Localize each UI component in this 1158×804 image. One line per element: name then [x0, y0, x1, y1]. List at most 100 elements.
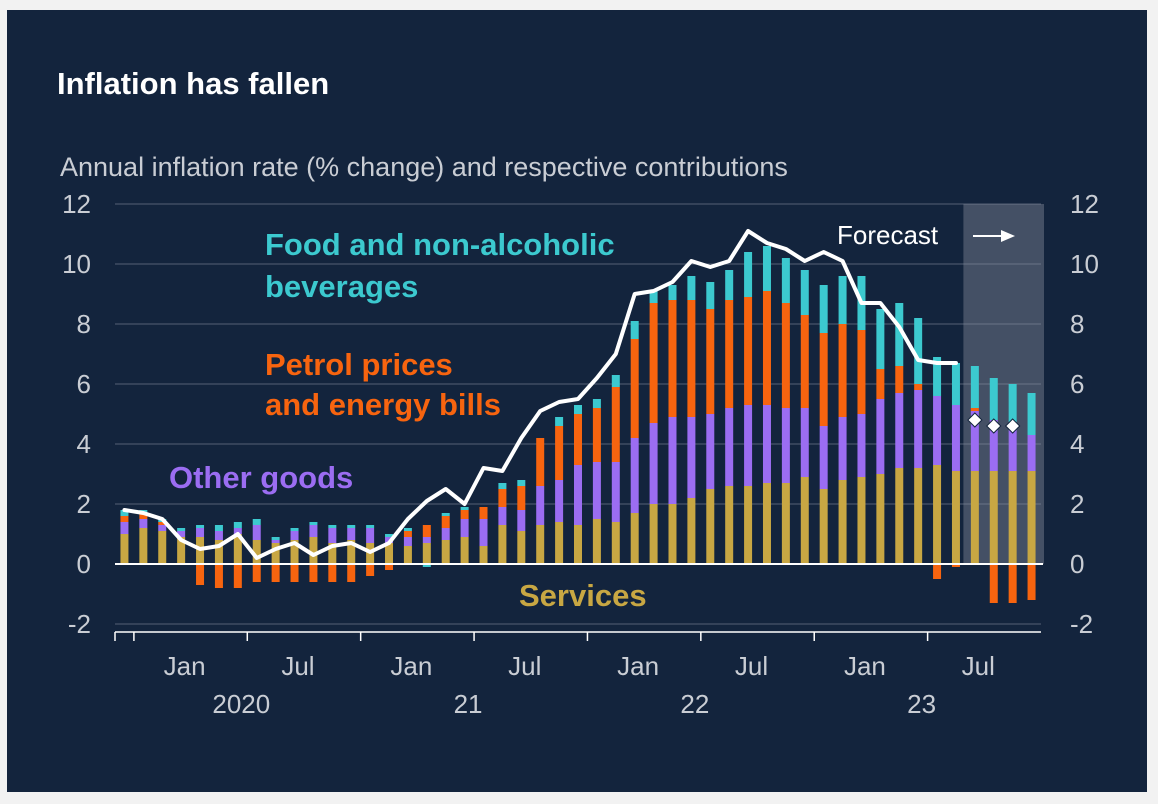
y-tick-label-right: 10 [1070, 249, 1099, 279]
energy-bar [951, 564, 960, 567]
energy-bar [725, 300, 734, 408]
services-bar [914, 468, 923, 564]
food-bar [611, 375, 620, 387]
services-bar [158, 531, 167, 564]
energy-bar [441, 516, 450, 528]
services-bar [649, 504, 658, 564]
food-bar [781, 258, 790, 303]
other-goods-series-label: Other goods [169, 460, 353, 495]
energy-bar [555, 426, 564, 480]
y-tick-label-right: 6 [1070, 369, 1084, 399]
energy-bar [309, 564, 318, 582]
y-tick-label-right: 12 [1070, 189, 1099, 219]
services-bar [592, 519, 601, 564]
energy-bar [158, 522, 167, 525]
y-tick-label-right: 2 [1070, 489, 1084, 519]
food-bar [933, 357, 942, 396]
y-tick-label-left: 12 [62, 189, 91, 219]
food-bar [441, 513, 450, 516]
other-goods-bar [158, 525, 167, 531]
services-bar [233, 534, 242, 564]
energy-bar [895, 366, 904, 393]
chart: Inflation has fallen Annual inflation ra… [57, 66, 1099, 719]
x-year-label: 2020 [212, 689, 270, 719]
food-bar [970, 366, 979, 408]
food-bar [800, 270, 809, 315]
energy-bar [876, 369, 885, 399]
other-goods-bar [857, 414, 866, 477]
chart-subtitle: Annual inflation rate (% change) and res… [60, 152, 788, 182]
services-bar [139, 528, 148, 564]
food-bar [989, 378, 998, 420]
food-bar [876, 309, 885, 369]
other-goods-bar [139, 519, 148, 528]
services-bar [800, 477, 809, 564]
y-tick-label-left: 8 [77, 309, 91, 339]
y-tick-label-left: -2 [68, 609, 91, 639]
other-goods-bar [309, 525, 318, 537]
energy-bar [328, 564, 337, 582]
services-bar [668, 504, 677, 564]
services-bar [725, 486, 734, 564]
x-tick-label: Jan [390, 651, 432, 681]
y-tick-label-left: 10 [62, 249, 91, 279]
food-bar [271, 537, 280, 540]
food-bar [649, 291, 658, 303]
food-bar [366, 525, 375, 528]
energy-bar [252, 564, 261, 582]
food-bar [687, 276, 696, 300]
other-goods-bar [422, 537, 431, 543]
x-tick-label: Jul [962, 651, 995, 681]
services-bar [876, 474, 885, 564]
other-goods-bar [252, 525, 261, 540]
other-goods-bar [762, 405, 771, 483]
other-goods-bar [460, 519, 469, 537]
energy-bar [933, 564, 942, 579]
energy-bar [347, 564, 356, 582]
energy-bar [762, 291, 771, 405]
food-bar [347, 525, 356, 528]
food-bar [196, 525, 205, 528]
energy-bar [196, 564, 205, 585]
other-goods-bar [970, 411, 979, 471]
other-goods-bar [347, 528, 356, 540]
inflation-line [122, 229, 958, 560]
energy-bar [233, 564, 242, 588]
energy-bar [120, 516, 129, 522]
other-goods-bar [214, 531, 223, 540]
y-tick-label-right: 0 [1070, 549, 1084, 579]
energy-series-label: Petrol prices [265, 347, 453, 382]
y-tick-label-left: 2 [77, 489, 91, 519]
food-bar [706, 282, 715, 309]
food-bar [1027, 393, 1036, 435]
energy-bar [857, 330, 866, 414]
food-bar [120, 510, 129, 516]
food-bar [309, 522, 318, 525]
energy-bar [781, 303, 790, 408]
other-goods-bar [838, 417, 847, 480]
energy-series-label: and energy bills [265, 387, 501, 422]
other-goods-bar [592, 462, 601, 519]
y-tick-label-left: 0 [77, 549, 91, 579]
other-goods-bar [687, 417, 696, 498]
forecast-point [986, 418, 1002, 434]
services-bar [819, 489, 828, 564]
energy-bar [611, 387, 620, 462]
services-bar [177, 537, 186, 564]
x-tick-label: Jan [164, 651, 206, 681]
services-bar [838, 480, 847, 564]
food-bar [422, 564, 431, 567]
energy-bar [800, 315, 809, 408]
energy-bar [706, 309, 715, 414]
chart-title: Inflation has fallen [57, 66, 329, 101]
services-bar [309, 537, 318, 564]
energy-bar [403, 531, 412, 537]
other-goods-bar [196, 528, 205, 537]
food-bar [233, 522, 242, 528]
food-bar [385, 534, 394, 537]
other-goods-bar [744, 405, 753, 486]
services-bar [781, 483, 790, 564]
services-bar [687, 498, 696, 564]
other-goods-bar [1008, 429, 1017, 471]
food-bar [895, 303, 904, 366]
